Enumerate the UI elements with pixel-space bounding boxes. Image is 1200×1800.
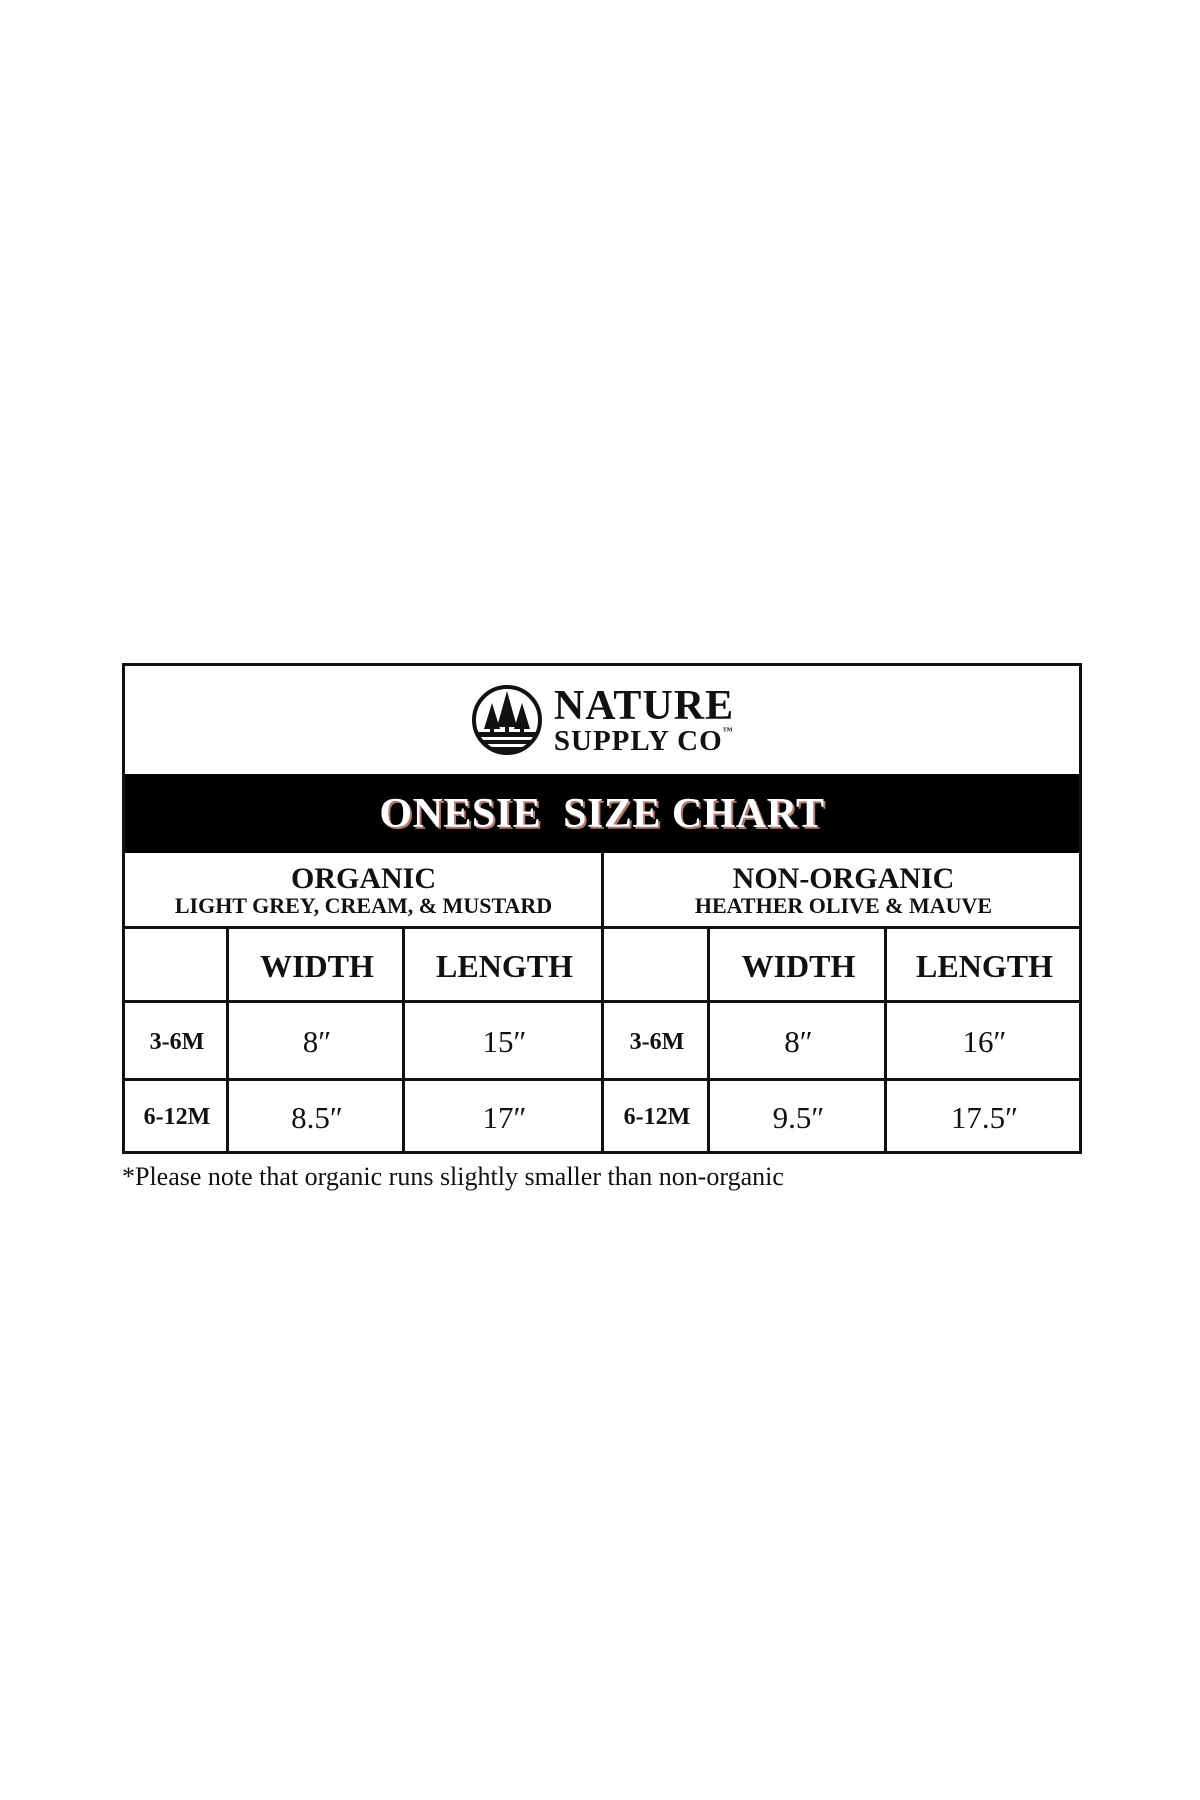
width-value: 8″ (784, 1024, 813, 1059)
divider (884, 926, 887, 1154)
group-header-organic: ORGANIC LIGHT GREY, CREAM, & MUSTARD (125, 855, 602, 927)
column-header-length: LENGTH (916, 948, 1053, 984)
width-value: 8.5″ (291, 1099, 343, 1135)
size-chart: NATURE SUPPLY CO™ ONESIE SIZE CHART ORGA… (122, 663, 1082, 1154)
divider (601, 853, 604, 1154)
group-title: ORGANIC (290, 861, 436, 895)
length-value: 16″ (962, 1024, 1007, 1059)
size-label: 6-12M (623, 1104, 691, 1130)
length-value: 17.5″ (950, 1099, 1019, 1135)
column-header-width: WIDTH (741, 948, 856, 984)
length-value: 15″ (482, 1024, 527, 1059)
group-subtitle: LIGHT GREY, CREAM, & MUSTARD (174, 892, 553, 918)
trademark: ™ (722, 725, 734, 737)
size-label: 3-6M (629, 1028, 685, 1055)
column-header-length: LENGTH (436, 948, 573, 984)
column-header-width: WIDTH (260, 948, 374, 984)
width-value: 9.5″ (772, 1099, 825, 1135)
brand-logo: NATURE SUPPLY CO™ (125, 666, 1079, 774)
chart-title: ONESIE SIZE CHART (379, 790, 825, 837)
divider (707, 926, 710, 1154)
brand-name: NATURE (553, 682, 735, 729)
pine-trees-circle-icon (471, 685, 542, 755)
group-title: NON-ORGANIC (732, 861, 955, 895)
footnote: *Please note that organic runs slightly … (122, 1162, 784, 1191)
divider (226, 926, 229, 1154)
group-header-non-organic: NON-ORGANIC HEATHER OLIVE & MAUVE (605, 855, 1082, 927)
size-label: 3-6M (149, 1028, 205, 1055)
width-value: 8″ (302, 1024, 332, 1059)
title-band: ONESIE SIZE CHART (125, 774, 1079, 853)
brand-subname: SUPPLY CO (553, 724, 723, 757)
size-label: 6-12M (143, 1104, 211, 1130)
length-value: 17″ (482, 1099, 527, 1135)
divider (402, 926, 405, 1154)
group-subtitle: HEATHER OLIVE & MAUVE (694, 892, 993, 918)
